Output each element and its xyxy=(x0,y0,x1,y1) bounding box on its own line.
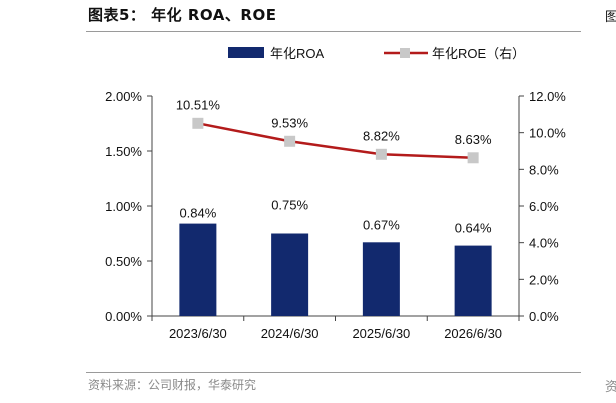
figure-title: 图表5： 年化 ROA、ROE xyxy=(88,6,277,24)
edge-mark-bottom: 资 xyxy=(605,379,616,394)
source-rule xyxy=(86,372,581,373)
roe-line xyxy=(192,117,479,164)
roe-marker xyxy=(192,117,204,129)
y-right-tick-label: 4.0% xyxy=(529,236,559,251)
roa-bars xyxy=(179,223,492,316)
roe-marker xyxy=(375,148,387,160)
y-left-tick-label: 2.00% xyxy=(105,89,142,104)
y-right-tick-label: 12.0% xyxy=(529,89,566,104)
roa-data-label: 0.75% xyxy=(271,198,308,213)
y-left-tick-label: 1.50% xyxy=(105,144,142,159)
edge-mark-top: 图 xyxy=(605,9,616,24)
roe-data-label: 8.63% xyxy=(455,132,492,147)
roa-data-label: 0.67% xyxy=(363,217,400,232)
y-right-tick-label: 10.0% xyxy=(529,126,566,141)
roe-data-label: 8.82% xyxy=(363,128,400,143)
y-right-tick-label: 6.0% xyxy=(529,199,559,214)
roa-data-label: 0.64% xyxy=(455,221,492,236)
y-right-tick-label: 2.0% xyxy=(529,272,559,287)
data-labels: 0.84% 0.75% 0.67% 0.64% 10.51% 9.53% 8.82% 8.63… xyxy=(176,97,492,235)
roe-series-line xyxy=(197,122,474,160)
axes: 0.00% 0.50% 1.00% 1.50% 2.00% 0.0% 2.0% 4.0% 6.0… xyxy=(105,89,566,341)
roa-bar xyxy=(454,245,492,316)
y-left-tick-label: 0.50% xyxy=(105,254,142,269)
y-right-tick-label: 8.0% xyxy=(529,162,559,177)
legend-roa-swatch xyxy=(228,47,264,58)
legend: 年化ROA 年化ROE（右） xyxy=(228,46,525,61)
title-rule xyxy=(86,31,581,32)
roe-marker xyxy=(467,152,479,164)
roe-marker xyxy=(284,135,296,147)
x-tick-label: 2023/6/30 xyxy=(169,326,227,341)
y-left-tick-label: 0.00% xyxy=(105,309,142,324)
roe-data-label: 9.53% xyxy=(271,115,308,130)
legend-roe-marker xyxy=(400,48,410,58)
x-tick-label: 2025/6/30 xyxy=(352,326,410,341)
x-tick-label: 2024/6/30 xyxy=(261,326,319,341)
roa-bar xyxy=(271,233,309,316)
roe-data-label: 10.51% xyxy=(176,97,221,112)
y-left-tick-label: 1.00% xyxy=(105,199,142,214)
roa-bar xyxy=(362,242,400,316)
roa-bar xyxy=(179,223,217,316)
y-right-tick-label: 0.0% xyxy=(529,309,559,324)
roa-data-label: 0.84% xyxy=(179,206,216,221)
legend-roa-label: 年化ROA xyxy=(270,46,325,61)
source-note: 资料来源：公司财报，华泰研究 xyxy=(88,378,257,392)
legend-roe-label: 年化ROE（右） xyxy=(432,46,525,61)
x-tick-label: 2026/6/30 xyxy=(444,326,502,341)
